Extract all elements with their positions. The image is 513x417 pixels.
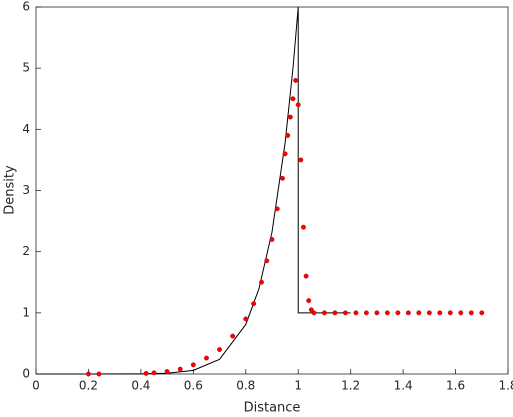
data-point [405,310,411,316]
data-point [303,273,309,279]
data-point [426,310,432,316]
y-tick-label: 0 [22,367,30,381]
data-point [308,307,314,313]
data-point [479,310,485,316]
x-tick-label: 0.4 [131,379,150,393]
y-axis-label: Density [3,165,18,215]
data-point [332,310,338,316]
x-tick-label: 1.2 [341,379,360,393]
y-tick-label: 2 [22,244,30,258]
data-point [287,114,293,120]
data-point [437,310,443,316]
data-point [143,370,149,376]
plot-frame [35,6,509,375]
data-point [251,301,257,307]
data-point [151,370,157,376]
data-point [384,310,390,316]
x-tick-label: 0 [32,379,40,393]
data-point [295,102,301,108]
data-point [395,310,401,316]
data-point [282,151,288,157]
data-point [203,355,209,361]
data-point [177,366,183,372]
x-tick-label: 1.6 [446,379,465,393]
x-tick-label: 1.8 [498,379,513,393]
data-point [321,310,327,316]
data-point [96,371,102,377]
data-point [374,310,380,316]
data-point [190,362,196,368]
data-point [298,157,304,163]
data-point [217,347,223,352]
data-point [264,258,270,264]
data-point [280,175,285,181]
y-tick-label: 1 [22,305,30,319]
data-point [353,310,359,316]
data-point [468,310,474,316]
x-tick-label: 1 [294,379,302,393]
density-line [36,6,351,375]
data-point [269,236,275,242]
data-point [447,310,453,316]
data-point [342,310,348,316]
x-tick-label: 1.4 [394,379,413,393]
x-tick-label: 0.6 [184,379,203,393]
y-tick-label: 3 [22,183,30,197]
x-tick-label: 0.8 [236,379,255,393]
data-point [230,333,236,339]
data-point [85,371,91,377]
data-point [416,310,422,316]
data-point [290,96,296,102]
data-point [458,310,464,316]
data-point [311,310,317,316]
data-point [243,316,249,322]
data-point [274,206,280,212]
y-tick-label: 4 [22,122,30,136]
data-point [306,298,312,304]
y-tick-label: 6 [22,0,30,14]
data-point [259,279,264,285]
x-tick-label: 0.2 [79,379,98,393]
data-point [164,369,170,375]
data-point [301,224,306,230]
data-point [293,77,299,83]
data-point [363,310,369,316]
x-axis-label: Distance [244,401,301,416]
data-point [285,133,291,138]
y-tick-label: 5 [22,61,30,75]
